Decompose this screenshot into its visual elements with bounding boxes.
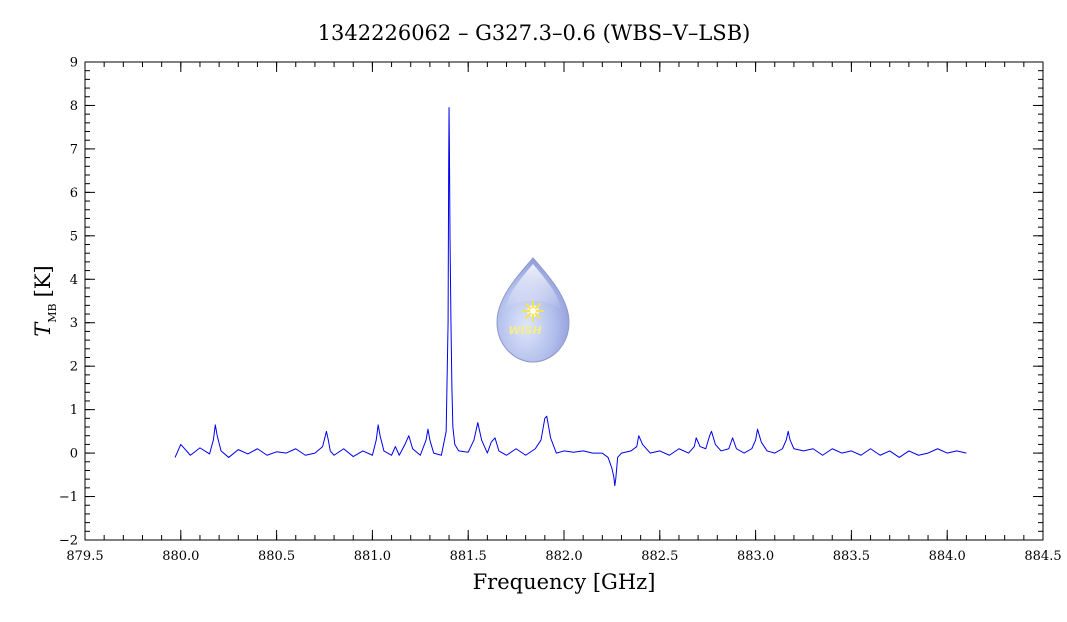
- spectrum-series: [174, 107, 967, 487]
- y-tick-label: 2: [70, 360, 78, 375]
- logo-text: WISH: [508, 324, 541, 337]
- y-tick-label: 6: [70, 186, 78, 201]
- y-tick-label: −2: [59, 534, 78, 549]
- spectrum-line: [174, 107, 967, 487]
- x-tick-label: 881.0: [354, 549, 391, 564]
- y-axis-symbol: T: [31, 321, 55, 337]
- x-tick-label: 879.5: [66, 549, 103, 564]
- y-tick-label: 3: [70, 316, 78, 331]
- tick-labels: 879.5 880.0 880.5 881.0 881.5 882.0 882.5 883.0…: [59, 56, 1062, 565]
- x-tick-label: 880.5: [258, 549, 295, 564]
- x-tick-label: 884.5: [1024, 549, 1061, 564]
- y-tick-label: 5: [70, 229, 78, 244]
- y-tick-label: 0: [70, 447, 78, 462]
- x-tick-label: 882.5: [641, 549, 678, 564]
- x-tick-label: 883.0: [737, 549, 774, 564]
- svg-text:TMB[K]: TMB [K]: [31, 265, 59, 336]
- chart-title: 1342226062 – G327.3–0.6 (WBS–V–LSB): [318, 21, 751, 45]
- y-axis-label: TMB [K]: [31, 265, 59, 336]
- axis-ticks: [84, 61, 1044, 541]
- y-tick-label: 7: [70, 142, 78, 157]
- y-tick-label: 9: [70, 56, 78, 71]
- y-tick-label: 8: [70, 99, 78, 114]
- x-tick-label: 882.0: [545, 549, 582, 564]
- drop-highlight: [505, 264, 561, 310]
- y-axis-subscript: MB: [46, 303, 59, 322]
- wish-logo: WISH: [496, 257, 570, 363]
- y-tick-label: 1: [70, 403, 78, 418]
- y-axis-unit: [K]: [31, 265, 55, 297]
- y-tick-label: 4: [70, 273, 78, 288]
- y-tick-label: −1: [59, 490, 78, 505]
- x-tick-label: 884.0: [929, 549, 966, 564]
- x-tick-label: 883.5: [833, 549, 870, 564]
- x-axis-label: Frequency [GHz]: [473, 570, 656, 594]
- x-tick-label: 880.0: [162, 549, 199, 564]
- star-icon: [522, 300, 544, 322]
- x-tick-label: 881.5: [450, 549, 487, 564]
